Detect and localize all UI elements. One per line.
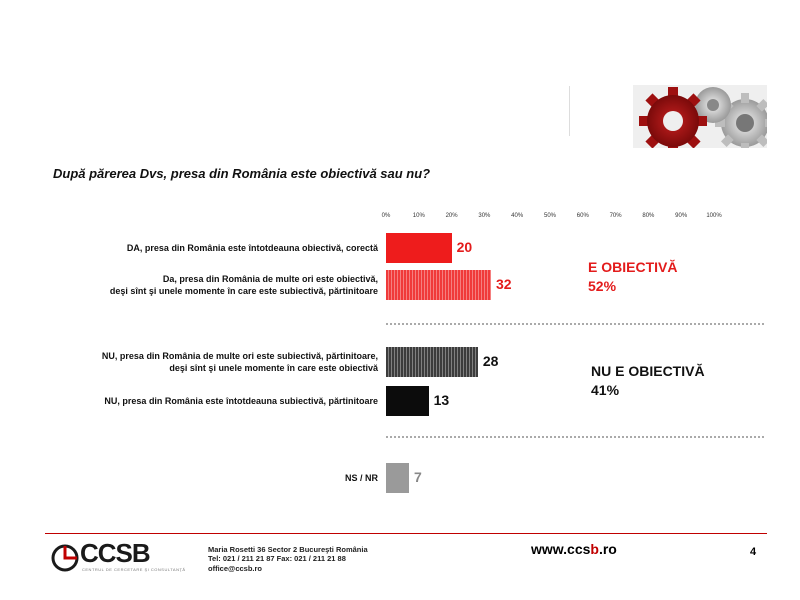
logo-subtitle: CENTRUL DE CERCETARE ŞI CONSULTANŢĂ xyxy=(82,567,186,572)
axis-tick-label: 100% xyxy=(706,213,722,219)
page-number: 4 xyxy=(750,546,757,558)
axis-tick-label: 20% xyxy=(445,213,458,219)
website-suffix: .ro xyxy=(598,541,617,557)
gears-image xyxy=(633,85,767,148)
phone-line: Tel: 021 / 211 21 87 Fax: 021 / 211 21 8… xyxy=(208,554,346,563)
website-accent: b xyxy=(590,541,599,557)
bar xyxy=(386,463,409,493)
axis-tick-label: 0% xyxy=(381,213,391,219)
value-label: 20 xyxy=(456,239,473,255)
axis-tick-label: 90% xyxy=(675,213,688,219)
category-label: NU, presa din România este întotdeauna s… xyxy=(104,395,378,407)
email-line[interactable]: office@ccsb.ro xyxy=(208,564,262,573)
group-summary-line: 41% xyxy=(591,382,620,398)
question-title: După părerea Dvs, presa din România este… xyxy=(53,166,431,181)
category-label-line: DA, presa din România este întotdeauna o… xyxy=(126,243,378,253)
address-line: Maria Rosetti 36 Sector 2 Bucureşti Româ… xyxy=(208,545,368,554)
value-label: 28 xyxy=(482,353,499,369)
logo-text: CCSB xyxy=(80,538,151,568)
footer-divider xyxy=(45,533,767,534)
category-label-line: NU, presa din România de multe ori este … xyxy=(101,351,378,361)
divider-line xyxy=(569,86,570,136)
bar xyxy=(386,386,429,416)
group-summary-label: E OBIECTIVĂ 52% xyxy=(588,258,677,296)
axis-tick-label: 40% xyxy=(511,213,524,219)
category-label: Da, presa din România de multe ori este … xyxy=(110,273,378,297)
category-label: DA, presa din România este întotdeauna o… xyxy=(127,242,378,254)
category-label-line: Da, presa din România de multe ori este … xyxy=(162,274,378,284)
group-separator xyxy=(386,436,764,438)
group-summary-label: NU E OBIECTIVĂ 41% xyxy=(591,362,705,400)
category-label: NS / NR xyxy=(345,472,378,484)
category-label-line: deşi sînt şi unele momente în care este … xyxy=(169,363,378,373)
axis-tick-label: 50% xyxy=(543,213,557,219)
value-label: 32 xyxy=(495,276,512,292)
category-label-line: deşi sînt şi unele momente în care este … xyxy=(109,286,378,296)
category-label-line: NU, presa din România este întotdeauna s… xyxy=(104,396,378,406)
axis-tick-label: 30% xyxy=(478,213,491,219)
bar xyxy=(386,270,491,300)
bar xyxy=(386,233,452,263)
category-label-line: NS / NR xyxy=(344,473,378,483)
axis-tick-label: 10% xyxy=(412,213,425,219)
value-label: 13 xyxy=(433,392,450,408)
group-summary-line: NU E OBIECTIVĂ xyxy=(591,363,705,379)
group-separator xyxy=(386,323,764,325)
logo-mark xyxy=(50,543,80,578)
website-prefix: www.ccs xyxy=(531,541,591,557)
category-label: NU, presa din România de multe ori este … xyxy=(102,350,378,374)
axis-tick-label: 70% xyxy=(609,213,622,219)
website-link[interactable]: www.ccsb.ro xyxy=(531,541,617,557)
axis-tick-label: 60% xyxy=(576,213,589,219)
value-label: 7 xyxy=(413,469,422,485)
group-summary-line: E OBIECTIVĂ xyxy=(588,259,678,275)
group-summary-line: 52% xyxy=(588,278,617,294)
bar xyxy=(386,347,478,377)
axis-tick-label: 80% xyxy=(642,213,655,219)
